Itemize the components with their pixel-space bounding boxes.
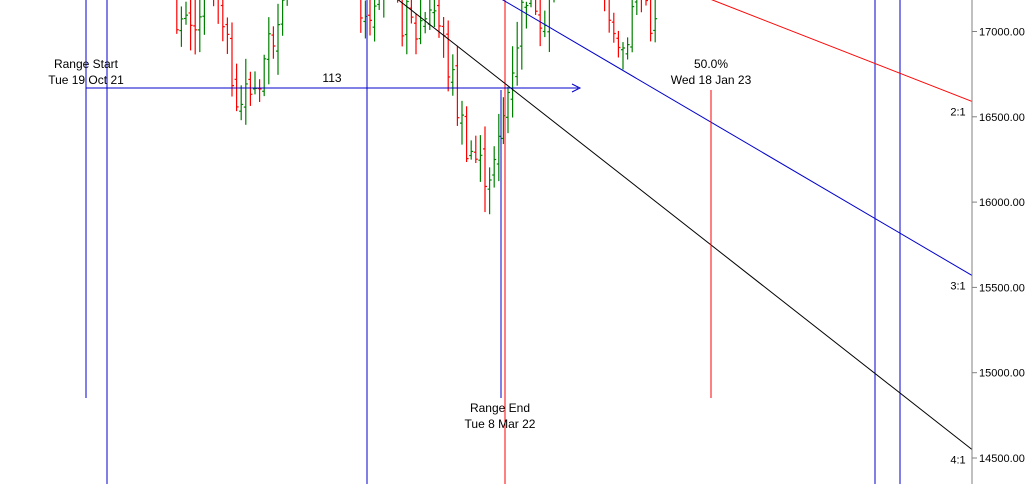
retracement-date-label: Wed 18 Jan 23	[671, 73, 752, 87]
retracement-percent-label: 50.0%	[694, 57, 728, 71]
fan-line	[711, 0, 973, 102]
fan-ratio-label: 4:1	[950, 454, 965, 466]
price-tick-label: 16500.00	[979, 112, 1025, 124]
range-markers	[85, 0, 712, 398]
bars-count-label: 113	[322, 71, 341, 85]
price-tick-label: 16000.00	[979, 197, 1025, 209]
range-start-label: Range Start	[54, 57, 119, 71]
price-tick-label: 15000.00	[979, 368, 1025, 380]
range-start-date: Tue 19 Oct 21	[48, 73, 124, 87]
price-tick-label: 15500.00	[979, 282, 1025, 294]
price-bars	[176, 0, 658, 215]
gann-fan-lines: 1:31:21:12:13:14:1	[397, 0, 973, 466]
fan-ratio-label: 2:1	[950, 106, 965, 118]
range-end-label: Range End	[470, 401, 530, 415]
price-tick-label: 14500.00	[979, 453, 1025, 465]
price-tick-label: 17000.00	[979, 27, 1025, 39]
fan-line	[397, 0, 973, 450]
fan-line	[501, 0, 973, 276]
arrowhead	[571, 83, 582, 93]
range-end-date: Tue 8 Mar 22	[465, 417, 536, 431]
vertical-time-lines	[106, 0, 901, 484]
price-axis: 19500.0019000.0018500.0018000.0017500.00…	[971, 0, 1025, 484]
fan-ratio-label: 3:1	[950, 280, 965, 292]
